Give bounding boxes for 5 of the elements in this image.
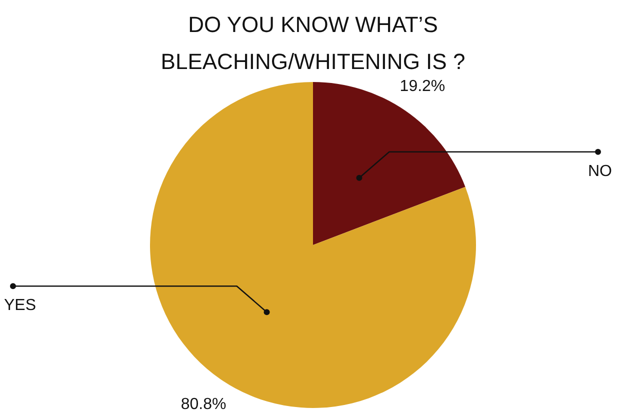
slice-label: YES — [4, 297, 36, 314]
data-label: 19.2% — [400, 78, 446, 96]
chart-title: DO YOU KNOW WHAT’S BLEACHING/WHITENING IS ? — [160, 11, 466, 76]
data-label: 80.8% — [180, 396, 226, 413]
slice-label: NO — [588, 162, 612, 180]
